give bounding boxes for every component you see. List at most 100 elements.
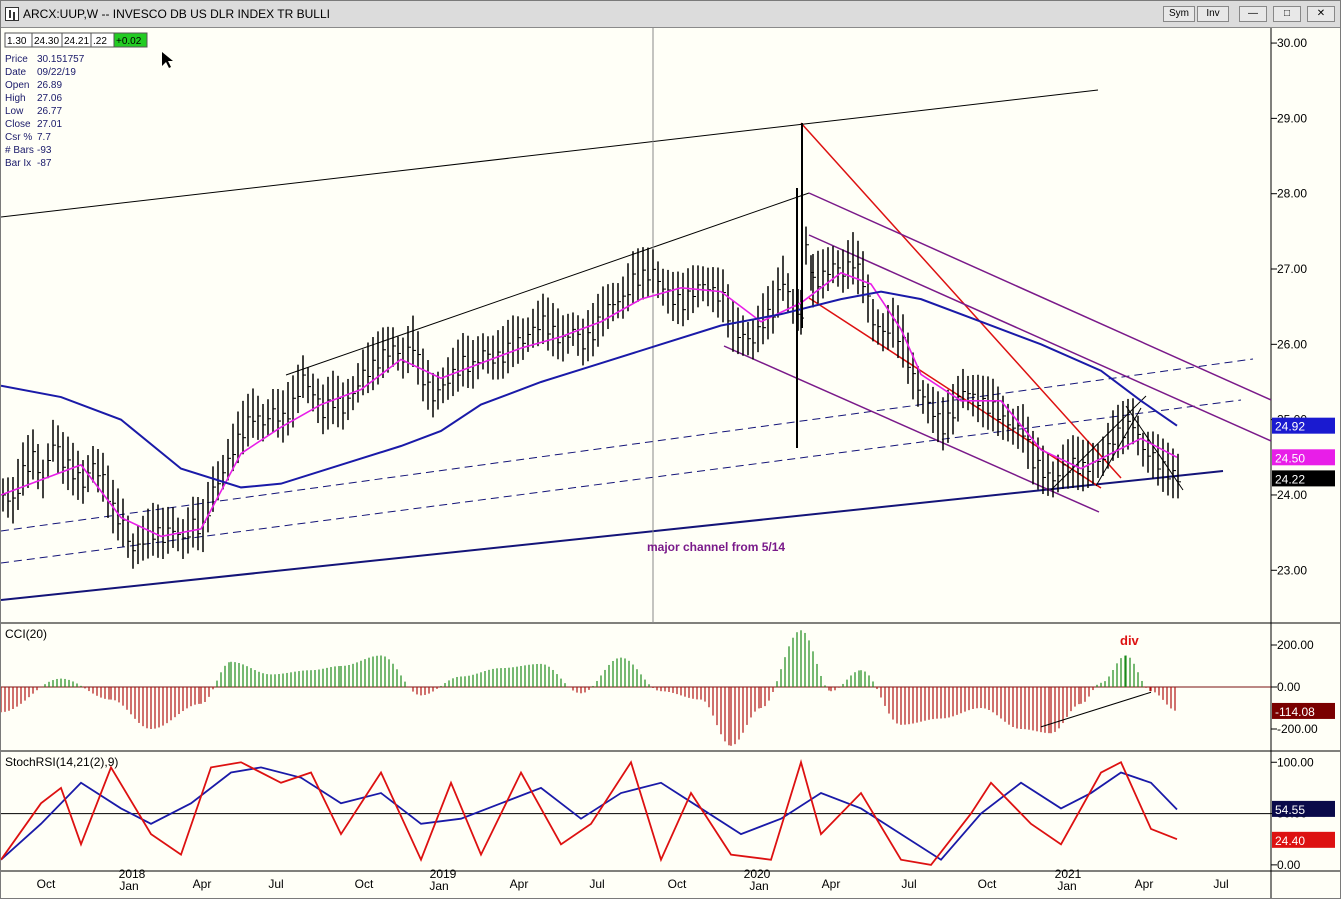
price-series (2, 226, 1181, 569)
data-box-value: 26.89 (37, 80, 62, 91)
time-tick-label: Jul (1213, 877, 1228, 891)
time-tick-label: Jul (901, 877, 916, 891)
time-tick-label: Jan (1057, 879, 1076, 893)
data-box-value: -87 (37, 158, 52, 169)
fast-ma-line (1, 271, 1178, 538)
stochrsi-value-bg (1272, 831, 1335, 848)
time-tick-label: Oct (37, 877, 56, 891)
time-tick-label: Apr (822, 877, 841, 891)
data-box-value: 27.06 (37, 93, 62, 104)
sym-button[interactable]: Sym (1163, 6, 1195, 22)
data-box-label: Price (5, 54, 28, 65)
cci-value: -114.08 (1275, 705, 1315, 719)
quote-strip: 1.30 24.30 24.21 .22 +0.02 (4, 32, 148, 48)
close-value-bg (1272, 470, 1335, 487)
stochrsi-line (1, 759, 1178, 866)
price-tick-label: 26.00 (1277, 337, 1307, 351)
fast-ma-value: 24.50 (1275, 451, 1305, 465)
quote-value: +0.02 (116, 36, 142, 47)
stochrsi-tick-label: 100.00 (1277, 755, 1314, 769)
price-tick-label: 30.00 (1277, 36, 1307, 50)
data-box-label: Bar Ix (5, 158, 31, 169)
data-box-value: 27.01 (37, 119, 62, 130)
data-box-value: 30.151757 (37, 54, 85, 65)
data-box-label: Csr % (5, 132, 32, 143)
price-tick-label: 23.00 (1277, 563, 1307, 577)
time-tick-label: 2021 (1055, 867, 1082, 881)
stochrsi-panel: StochRSI(14,21(2),9)100.0050.000.00 (1, 755, 1314, 872)
data-box-label: Low (5, 106, 24, 117)
price-tick-label: 29.00 (1277, 111, 1307, 125)
chart-app-icon[interactable] (5, 7, 19, 21)
panel-borders (1, 28, 1340, 898)
slow-ma-value-bg (1272, 417, 1335, 434)
slow-ma-line (1, 290, 1178, 489)
time-tick-label: Oct (668, 877, 687, 891)
cci-panel: CCI(20) 200.00 0.00 -200.00 (1, 627, 1318, 746)
data-box-label: Date (5, 67, 27, 78)
fast-moving-average (1, 271, 1178, 538)
march-2020-spike (796, 123, 803, 448)
window-title: ARCX:UUP,W -- INVESCO DB US DLR INDEX TR… (23, 7, 330, 21)
price-tick-label: 28.00 (1277, 187, 1307, 201)
quote-cell (113, 32, 148, 48)
time-tick-label: 2018 (119, 867, 146, 881)
data-box-label: High (5, 93, 26, 104)
inv-button[interactable]: Inv (1197, 6, 1229, 22)
stochrsi-value: 24.40 (1275, 834, 1305, 848)
cci-tick-label: 0.00 (1277, 680, 1301, 694)
time-tick-label: Jul (589, 877, 604, 891)
cci-value-bg (1272, 702, 1335, 719)
stochrsi-signal-value-bg (1272, 800, 1335, 817)
close-value: 24.22 (1275, 472, 1305, 486)
time-tick-label: Apr (510, 877, 529, 891)
time-tick-label: Jan (429, 879, 448, 893)
time-tick-label: Jan (749, 879, 768, 893)
fast-ma-value-bg (1272, 449, 1335, 466)
quote-value: 24.30 (34, 36, 59, 47)
data-box-label: Open (5, 80, 29, 91)
data-box: Price 30.151757 Date 09/22/19 Open 26.89 High 2… (5, 54, 85, 169)
quote-value: 1.30 (7, 36, 27, 47)
close-icon[interactable]: ✕ (1307, 6, 1335, 22)
quote-value: .22 (93, 36, 107, 47)
stochrsi-tick-label: 0.00 (1277, 858, 1301, 872)
cci-divergence-line (1040, 691, 1152, 728)
mouse-cursor-icon (162, 52, 173, 68)
divergence-annotation: div (1120, 633, 1140, 648)
data-box-value: -93 (37, 145, 52, 156)
time-tick-label: Apr (193, 877, 212, 891)
time-tick-label: Jan (119, 879, 138, 893)
price-tick-label: 24.00 (1277, 488, 1307, 502)
data-box-value: 26.77 (37, 106, 62, 117)
inv-button-label: Inv (1206, 8, 1220, 19)
channel-annotation: major channel from 5/14 (647, 540, 785, 554)
data-box-label: Close (5, 119, 31, 130)
time-tick-label: Jul (268, 877, 283, 891)
slow-ma-value: 24.92 (1275, 420, 1305, 434)
maximize-icon[interactable]: □ (1273, 6, 1301, 22)
slow-moving-average (1, 290, 1178, 489)
cci-tick-label: -200.00 (1277, 722, 1318, 736)
price-tick-label: 27.00 (1277, 262, 1307, 276)
last-value-labels: 24.92 24.50 24.22 -114.08 54.55 24.40 (1272, 417, 1335, 848)
time-tick-label: 2020 (744, 867, 771, 881)
stochrsi-label: StochRSI(14,21(2),9) (5, 755, 118, 769)
data-box-value: 7.7 (37, 132, 51, 143)
cci-label: CCI(20) (5, 627, 47, 641)
stochrsi-signal-line (1, 766, 1178, 861)
data-box-value: 09/22/19 (37, 67, 76, 78)
title-bar[interactable]: ARCX:UUP,W -- INVESCO DB US DLR INDEX TR… (1, 1, 1340, 28)
time-tick-label: Oct (355, 877, 374, 891)
data-box-label: # Bars (5, 145, 34, 156)
minimize-icon[interactable]: — (1239, 6, 1267, 22)
chart-area[interactable]: 30.0029.0028.0027.0026.0025.0024.0023.00… (1, 28, 1340, 898)
sym-button-label: Sym (1169, 8, 1189, 19)
stochrsi-signal-value: 54.55 (1275, 803, 1305, 817)
cci-tick-label: 200.00 (1277, 638, 1314, 652)
trendlines (1, 28, 1272, 623)
quote-value: 24.21 (64, 36, 89, 47)
